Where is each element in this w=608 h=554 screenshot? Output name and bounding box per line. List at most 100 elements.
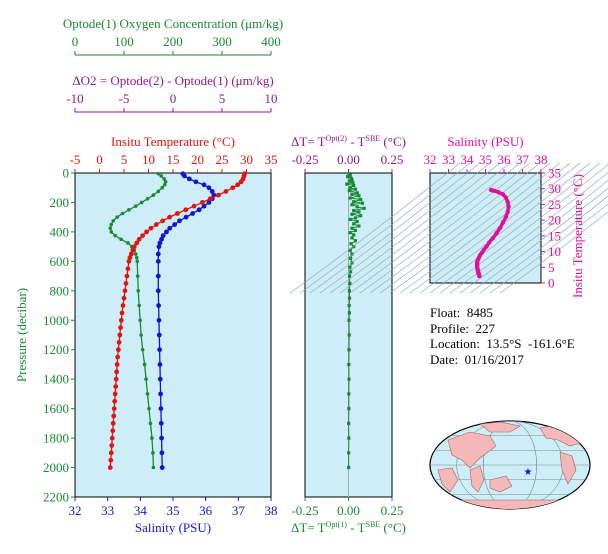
delta-t-point xyxy=(359,214,363,218)
temperature-point xyxy=(109,435,115,441)
oxygen-point xyxy=(126,241,130,245)
map-landmass xyxy=(479,421,521,433)
oxygen-tick-label: 300 xyxy=(212,34,232,49)
salinity-point xyxy=(206,200,212,205)
oxygen-point xyxy=(162,182,167,187)
ts-point xyxy=(494,230,499,236)
density-contour xyxy=(329,162,501,294)
pressure-tick-label: 0 xyxy=(63,166,70,181)
temperature-point xyxy=(200,200,205,205)
delta-t-point xyxy=(347,296,352,300)
oxygen-point xyxy=(159,174,164,178)
temperature-point xyxy=(153,222,159,227)
location: Location: 13.5°S -161.6°E xyxy=(430,336,575,351)
temperature-tick-label: 20 xyxy=(191,152,204,167)
oxygen-point xyxy=(111,219,116,223)
temperature-point xyxy=(126,258,132,264)
temperature-point xyxy=(118,317,124,323)
temperature-point xyxy=(120,303,126,308)
ts-point xyxy=(496,189,501,195)
temperature-point xyxy=(238,179,244,185)
delta-t-point xyxy=(352,208,356,213)
float-id: Float: 8485 xyxy=(430,305,493,320)
delta-t-point xyxy=(347,274,352,278)
pressure-tick-label: 1200 xyxy=(43,342,69,357)
salinity-point xyxy=(182,173,187,179)
oxygen-point xyxy=(135,259,140,264)
oxygen-point xyxy=(142,362,147,367)
temperature-tick-label: 0 xyxy=(96,152,103,167)
density-contour xyxy=(299,162,471,294)
temperature-point xyxy=(131,244,137,250)
delta-t-point xyxy=(347,348,351,352)
delta-t-point xyxy=(348,248,352,252)
temperature-point xyxy=(113,384,119,389)
temperature-point xyxy=(115,347,121,353)
map-landmass xyxy=(559,451,577,485)
delta-t-point xyxy=(346,175,350,179)
salinity-point xyxy=(164,229,169,235)
temperature-point xyxy=(107,465,113,470)
map-meridian xyxy=(483,421,537,509)
delta-t-point xyxy=(355,220,359,224)
density-contour xyxy=(439,164,608,294)
ts-y-tick-label: 20 xyxy=(548,213,561,228)
salinity-point xyxy=(209,189,215,194)
ts-point xyxy=(505,199,510,205)
temperature-point xyxy=(183,207,189,213)
density-contour xyxy=(339,162,511,294)
main-panel-background xyxy=(74,172,272,498)
oxygen-point xyxy=(162,177,166,181)
pressure-tick-label: 1000 xyxy=(43,313,69,328)
delta-t-point xyxy=(357,210,361,214)
delta-t-point xyxy=(348,281,352,286)
temperature-point xyxy=(124,273,130,279)
delta-t-bottom-tick-label: 0.00 xyxy=(337,503,360,518)
temperature-point xyxy=(125,266,131,272)
delta-t-point xyxy=(355,191,359,195)
oxygen-point xyxy=(151,193,156,197)
density-contour xyxy=(349,162,521,294)
temperature-point xyxy=(112,391,118,397)
delta-o2-tick-label: 0 xyxy=(170,91,177,106)
oxygen-point xyxy=(139,200,144,205)
delta-t-point xyxy=(351,180,355,185)
temperature-point xyxy=(128,251,134,257)
ts-x-tick-label: 32 xyxy=(424,152,437,167)
ts-y-tick-label: 5 xyxy=(548,260,555,275)
delta-t-point xyxy=(350,212,354,216)
salinity-point xyxy=(156,317,162,323)
temperature-point xyxy=(144,229,149,235)
density-contour xyxy=(309,162,481,294)
delta-t-point xyxy=(352,233,356,237)
delta-t-point xyxy=(347,392,351,396)
delta-t-point xyxy=(350,192,354,196)
delta-t-point xyxy=(353,187,358,191)
ts-point xyxy=(500,220,506,225)
delta-t-point xyxy=(350,178,354,182)
density-contour xyxy=(449,172,608,294)
pressure-tick-label: 2000 xyxy=(43,460,69,475)
delta-t-point xyxy=(348,217,352,221)
salinity-tick-label: 36 xyxy=(199,503,213,518)
salinity-point xyxy=(159,450,165,456)
temperature-axis-label: Insitu Temperature (°C) xyxy=(111,134,235,149)
delta-o2-tick-label: 5 xyxy=(219,91,226,106)
salinity-point xyxy=(196,207,202,213)
delta-t-top-axis-label: ΔT= TOpt(2) - TSBE (°C) xyxy=(291,134,406,149)
salinity-point xyxy=(158,420,164,426)
delta-t-point xyxy=(347,303,351,308)
oxygen-tick-label: 200 xyxy=(163,34,183,49)
ts-point xyxy=(487,240,492,245)
pressure-tick-label: 400 xyxy=(50,224,70,239)
delta-o2-tick-label: -10 xyxy=(66,91,83,106)
density-contour xyxy=(289,162,461,294)
salinity-point xyxy=(155,251,161,257)
pressure-tick-label: 1400 xyxy=(43,372,69,387)
oxygen-point xyxy=(163,180,168,184)
salinity-point xyxy=(167,225,173,231)
temperature-point xyxy=(230,185,236,191)
delta-t-point xyxy=(348,231,352,235)
delta-t-point xyxy=(352,183,356,188)
oxygen-point xyxy=(151,451,155,455)
